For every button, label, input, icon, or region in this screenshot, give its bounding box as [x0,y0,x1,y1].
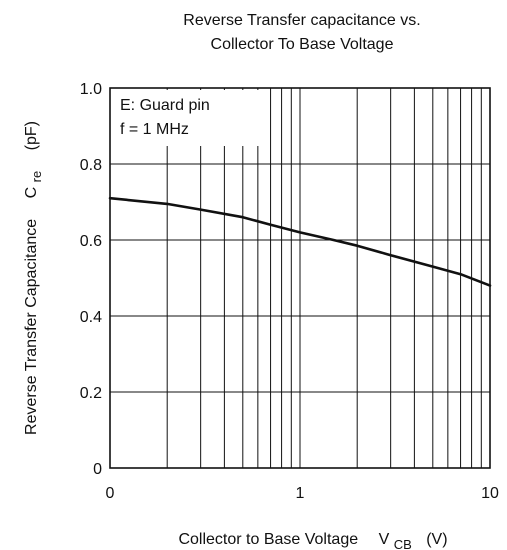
annotation-guard-pin: E: Guard pin [120,97,210,114]
x-axis-symbol: V [379,531,390,548]
y-tick-label: 0.4 [80,309,102,326]
x-tick-label: 1 [296,485,305,502]
y-tick-labels: 0 0.2 0.4 0.6 0.8 1.0 [80,81,102,478]
y-tick-label: 0.6 [80,233,102,250]
x-axis-unit: (V) [426,531,447,548]
chart-title: Reverse Transfer capacitance vs. Collect… [183,12,420,53]
y-axis-symbol: C [23,187,40,199]
annotation-box: E: Guard pin f = 1 MHz [112,90,266,146]
x-axis-label-text: Collector to Base Voltage [178,531,358,548]
annotation-background [112,90,266,146]
y-tick-label: 0.8 [80,157,102,174]
series-line [108,196,492,287]
title-line-1: Reverse Transfer capacitance vs. [183,12,420,29]
y-tick-label: 1.0 [80,81,102,98]
y-axis-symbol-subscript: re [29,171,44,183]
plot-frame [109,87,491,469]
x-axis-symbol-subscript: CB [394,537,412,550]
grid [110,88,490,468]
x-axis-label: Collector to Base Voltage V CB (V) [178,531,447,550]
y-axis-unit: (pF) [23,121,40,150]
y-tick-label: 0 [93,461,102,478]
x-tick-labels: 0 1 10 [106,485,499,502]
x-tick-label: 0 [106,485,115,502]
title-line-2: Collector To Base Voltage [211,36,394,53]
y-axis-label: Reverse Transfer Capacitance C re (pF) [23,121,45,435]
y-axis-label-text: Reverse Transfer Capacitance [23,219,40,435]
annotation-frequency: f = 1 MHz [120,121,189,138]
x-tick-label: 10 [481,485,499,502]
y-tick-label: 0.2 [80,385,102,402]
